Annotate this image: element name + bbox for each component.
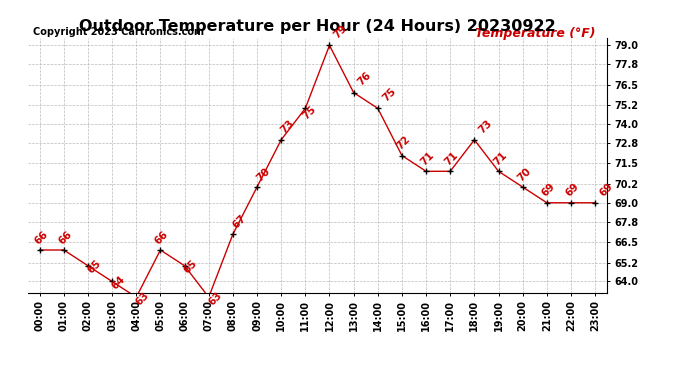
Title: Outdoor Temperature per Hour (24 Hours) 20230922: Outdoor Temperature per Hour (24 Hours) …	[79, 18, 555, 33]
Text: 71: 71	[419, 150, 436, 167]
Text: 72: 72	[395, 134, 412, 152]
Text: 65: 65	[86, 258, 103, 275]
Text: 66: 66	[32, 229, 50, 246]
Text: Temperature (°F): Temperature (°F)	[475, 27, 595, 40]
Text: 63: 63	[134, 290, 151, 308]
Text: 75: 75	[301, 104, 318, 121]
Text: 76: 76	[356, 70, 373, 88]
Text: 73: 73	[477, 118, 494, 135]
Text: 71: 71	[443, 150, 460, 167]
Text: 67: 67	[230, 213, 248, 230]
Text: Copyright 2023 Cartronics.com: Copyright 2023 Cartronics.com	[33, 27, 204, 37]
Text: 73: 73	[279, 118, 296, 136]
Text: 63: 63	[206, 290, 224, 308]
Text: 69: 69	[540, 182, 557, 199]
Text: 66: 66	[57, 229, 74, 246]
Text: 69: 69	[564, 182, 581, 199]
Text: 70: 70	[255, 166, 272, 183]
Text: 75: 75	[380, 86, 397, 104]
Text: 69: 69	[598, 182, 615, 199]
Text: 66: 66	[153, 229, 170, 246]
Text: 70: 70	[515, 166, 533, 183]
Text: 71: 71	[491, 150, 509, 167]
Text: 64: 64	[110, 274, 127, 292]
Text: 79: 79	[332, 23, 349, 40]
Text: 65: 65	[182, 258, 199, 275]
